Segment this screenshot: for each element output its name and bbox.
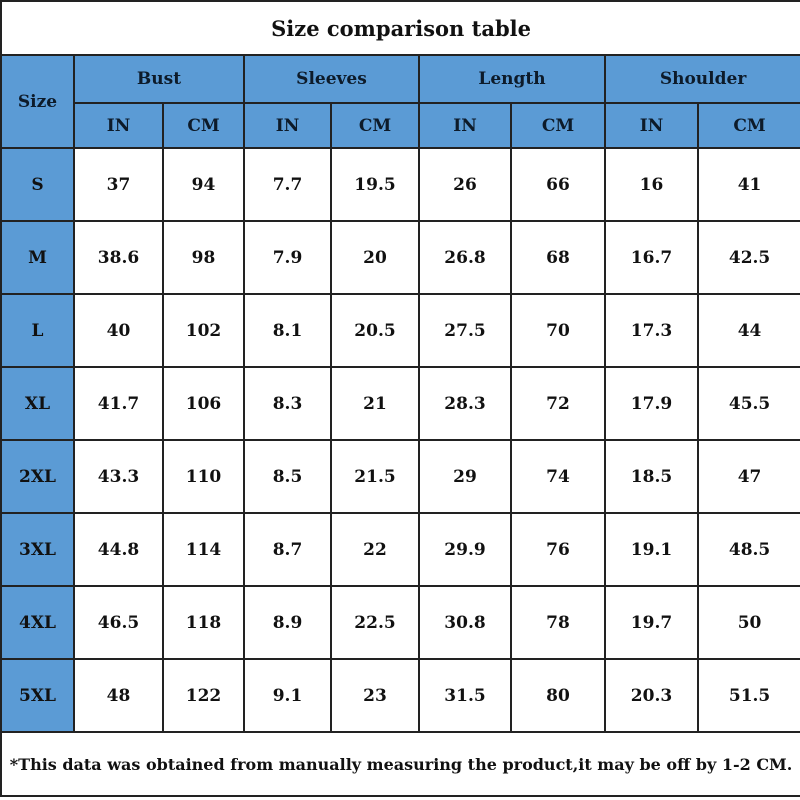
value-cell: 31.5 xyxy=(418,658,512,733)
value-cell: 43.3 xyxy=(73,439,164,514)
value-cell: 48.5 xyxy=(696,512,800,587)
value-cell: 21 xyxy=(330,366,420,441)
value-cell: 20 xyxy=(330,220,420,295)
value-cell: 38.6 xyxy=(73,220,164,295)
table-row: S 37 94 7.7 19.5 26 66 16 41 xyxy=(0,147,800,222)
size-cell: L xyxy=(0,293,75,368)
shoulder-header: Shoulder xyxy=(603,54,800,104)
value-cell: 50 xyxy=(696,585,800,660)
value-cell: 45.5 xyxy=(696,366,800,441)
size-header: Size xyxy=(0,54,75,149)
value-cell: 27.5 xyxy=(418,293,512,368)
value-cell: 17.3 xyxy=(604,293,699,368)
value-cell: 8.7 xyxy=(243,512,332,587)
size-cell: 2XL xyxy=(0,439,75,514)
table-row: L 40 102 8.1 20.5 27.5 70 17.3 44 xyxy=(0,293,800,368)
value-cell: 26 xyxy=(418,147,512,222)
value-cell: 74 xyxy=(510,439,606,514)
value-cell: 66 xyxy=(510,147,606,222)
value-cell: 72 xyxy=(510,366,606,441)
size-cell: S xyxy=(0,147,75,222)
value-cell: 16 xyxy=(604,147,699,222)
unit-header-in: IN xyxy=(418,102,512,149)
value-cell: 41 xyxy=(696,147,800,222)
bust-header: Bust xyxy=(73,54,245,104)
value-cell: 22.5 xyxy=(330,585,420,660)
value-cell: 17.9 xyxy=(604,366,699,441)
value-cell: 48 xyxy=(73,658,164,733)
unit-header-cm: CM xyxy=(510,102,606,149)
value-cell: 37 xyxy=(73,147,164,222)
value-cell: 47 xyxy=(696,439,800,514)
value-cell: 29.9 xyxy=(418,512,512,587)
table-row: 5XL 48 122 9.1 23 31.5 80 20.3 51.5 xyxy=(0,658,800,733)
unit-header-in: IN xyxy=(73,102,164,149)
unit-header-in: IN xyxy=(604,102,699,149)
length-header: Length xyxy=(418,54,606,104)
value-cell: 42.5 xyxy=(696,220,800,295)
value-cell: 7.9 xyxy=(243,220,332,295)
value-cell: 94 xyxy=(162,147,245,222)
value-cell: 16.7 xyxy=(604,220,699,295)
value-cell: 20.5 xyxy=(330,293,420,368)
value-cell: 44.8 xyxy=(73,512,164,587)
size-cell: 3XL xyxy=(0,512,75,587)
value-cell: 122 xyxy=(162,658,245,733)
value-cell: 68 xyxy=(510,220,606,295)
value-cell: 98 xyxy=(162,220,245,295)
value-cell: 18.5 xyxy=(604,439,699,514)
unit-header-in: IN xyxy=(243,102,332,149)
value-cell: 76 xyxy=(510,512,606,587)
value-cell: 40 xyxy=(73,293,164,368)
value-cell: 70 xyxy=(510,293,606,368)
value-cell: 110 xyxy=(162,439,245,514)
unit-header-cm: CM xyxy=(696,102,800,149)
table-row: M 38.6 98 7.9 20 26.8 68 16.7 42.5 xyxy=(0,220,800,295)
value-cell: 19.5 xyxy=(330,147,420,222)
value-cell: 26.8 xyxy=(418,220,512,295)
value-cell: 20.3 xyxy=(604,658,699,733)
table-title: Size comparison table xyxy=(0,0,800,56)
size-cell: XL xyxy=(0,366,75,441)
value-cell: 51.5 xyxy=(696,658,800,733)
unit-header-cm: CM xyxy=(162,102,245,149)
value-cell: 8.1 xyxy=(243,293,332,368)
table-row: 2XL 43.3 110 8.5 21.5 29 74 18.5 47 xyxy=(0,439,800,514)
unit-header-cm: CM xyxy=(330,102,420,149)
value-cell: 102 xyxy=(162,293,245,368)
value-cell: 19.7 xyxy=(604,585,699,660)
value-cell: 118 xyxy=(162,585,245,660)
value-cell: 7.7 xyxy=(243,147,332,222)
size-cell: 4XL xyxy=(0,585,75,660)
value-cell: 22 xyxy=(330,512,420,587)
size-cell: M xyxy=(0,220,75,295)
value-cell: 29 xyxy=(418,439,512,514)
value-cell: 78 xyxy=(510,585,606,660)
value-cell: 8.5 xyxy=(243,439,332,514)
table-row: 4XL 46.5 118 8.9 22.5 30.8 78 19.7 50 xyxy=(0,585,800,660)
value-cell: 46.5 xyxy=(73,585,164,660)
value-cell: 41.7 xyxy=(73,366,164,441)
value-cell: 8.9 xyxy=(243,585,332,660)
value-cell: 30.8 xyxy=(418,585,512,660)
value-cell: 21.5 xyxy=(330,439,420,514)
value-cell: 114 xyxy=(162,512,245,587)
value-cell: 8.3 xyxy=(243,366,332,441)
value-cell: 19.1 xyxy=(604,512,699,587)
footnote: *This data was obtained from manually me… xyxy=(0,731,800,797)
table-row: XL 41.7 106 8.3 21 28.3 72 17.9 45.5 xyxy=(0,366,800,441)
sleeves-header: Sleeves xyxy=(243,54,420,104)
value-cell: 23 xyxy=(330,658,420,733)
value-cell: 44 xyxy=(696,293,800,368)
value-cell: 9.1 xyxy=(243,658,332,733)
value-cell: 80 xyxy=(510,658,606,733)
size-cell: 5XL xyxy=(0,658,75,733)
value-cell: 106 xyxy=(162,366,245,441)
value-cell: 28.3 xyxy=(418,366,512,441)
table-row: 3XL 44.8 114 8.7 22 29.9 76 19.1 48.5 xyxy=(0,512,800,587)
